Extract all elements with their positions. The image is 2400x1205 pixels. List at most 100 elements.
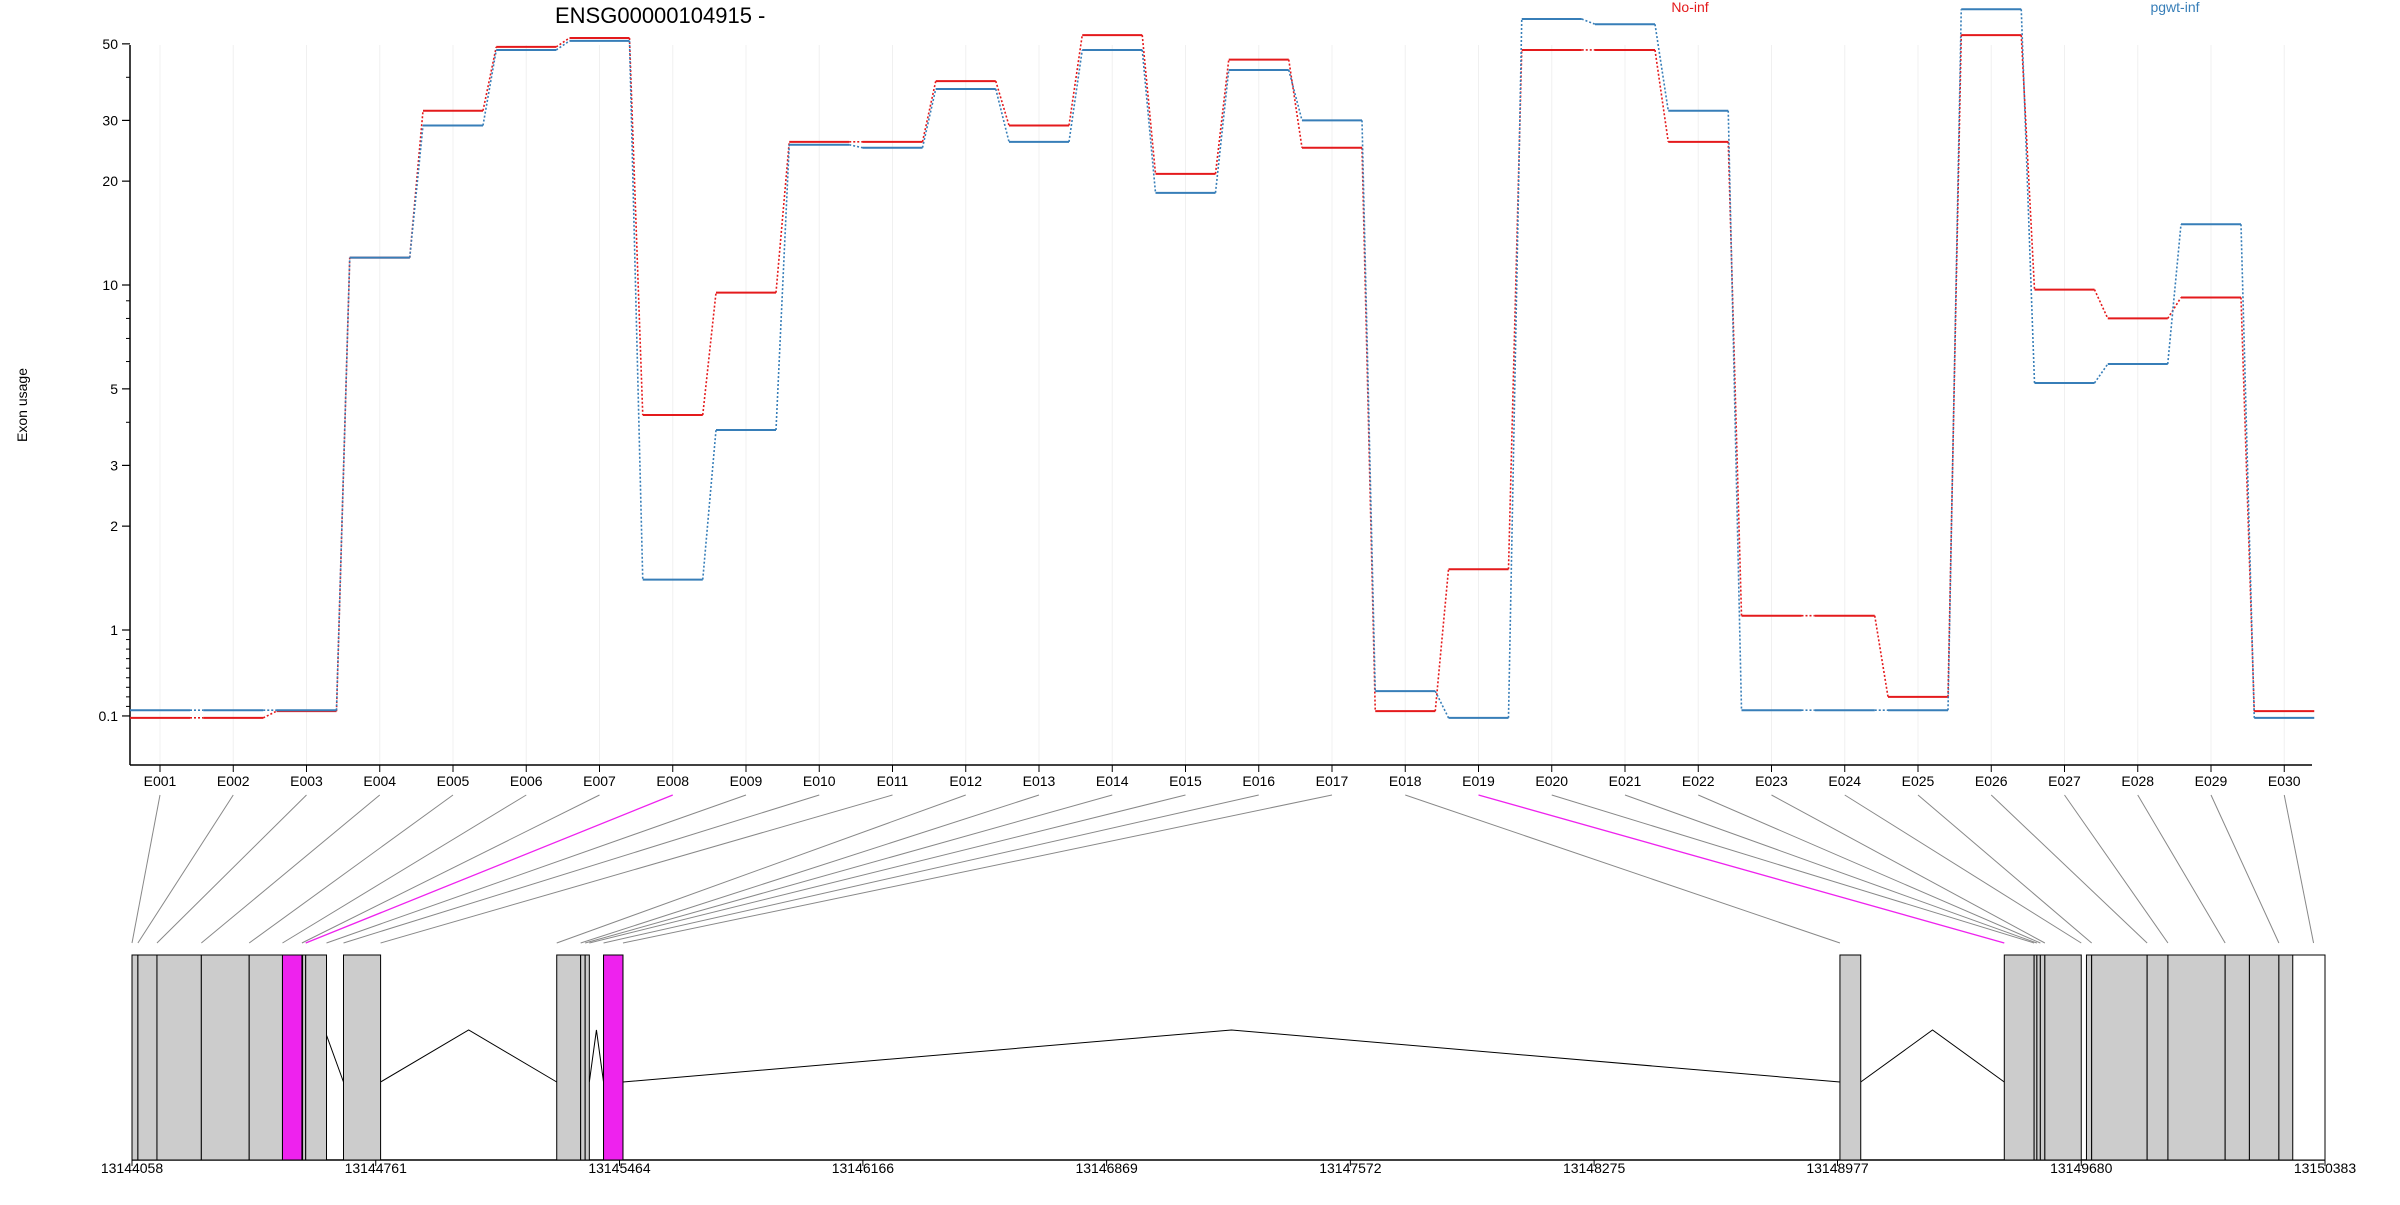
exon-connector xyxy=(131,794,161,944)
chart-title: ENSG00000104915 - xyxy=(555,3,765,28)
series-0-connector xyxy=(2093,289,2109,319)
exon-connector xyxy=(1698,794,2041,944)
gene-model-layer: 13144058 13144761 13145464 13146166 13146869… xyxy=(101,954,2357,1176)
x-tick-label: E016 xyxy=(1242,773,1275,789)
x-tick-label: E013 xyxy=(1023,773,1056,789)
coord-tick-label: 13147572 xyxy=(1319,1160,1382,1176)
legend-label-pgwt-inf: pgwt-inf xyxy=(2150,0,2199,15)
exon-connector xyxy=(282,794,527,944)
series-0-connector xyxy=(628,37,644,416)
series-0-connector xyxy=(1287,59,1303,148)
intron-line xyxy=(380,1029,557,1083)
series-0-connector xyxy=(1654,49,1670,142)
series-1-connector xyxy=(408,125,424,258)
x-tick-label: E022 xyxy=(1682,773,1715,789)
exon-connector xyxy=(1771,794,2046,944)
x-tick-label: E015 xyxy=(1169,773,1202,789)
exon-box xyxy=(2146,954,2169,1161)
x-tick-label: E019 xyxy=(1462,773,1495,789)
series-1-connector xyxy=(701,429,717,580)
exon-box xyxy=(2248,954,2280,1161)
series-0-connector xyxy=(701,292,717,416)
axes-layer: 0.1 1 2 3 5 10 20 30 50 E001 E002 E003 E004 E005 E006 E… xyxy=(99,36,2312,789)
series-1-connector xyxy=(2240,224,2256,718)
series-0-connector xyxy=(1068,35,1084,126)
exon-box xyxy=(556,954,582,1161)
series-0-connector xyxy=(775,141,791,293)
exon-connector xyxy=(603,794,1259,944)
x-tick-label: E007 xyxy=(583,773,616,789)
exon-box xyxy=(200,954,250,1161)
exon-box-highlighted xyxy=(281,954,303,1161)
exon-box xyxy=(2044,954,2082,1161)
coord-tick-label: 13146166 xyxy=(832,1160,895,1176)
series-0-connector xyxy=(1873,615,1889,697)
series-1-connector xyxy=(1507,19,1523,718)
exon-connector xyxy=(2283,794,2315,944)
series-layer xyxy=(130,8,2315,719)
series-1-connector xyxy=(994,88,1010,143)
series-1-connector xyxy=(1727,110,1743,711)
series-0-connector xyxy=(482,46,498,111)
intron-line xyxy=(588,1029,605,1083)
series-1-connector xyxy=(1654,24,1670,111)
intron-line xyxy=(622,1029,1840,1083)
coord-tick-label: 13146869 xyxy=(1075,1160,1138,1176)
exon-connector xyxy=(1478,794,2005,944)
series-0-connector xyxy=(1434,569,1450,712)
exon-box xyxy=(584,954,590,1161)
coord-tick-label: 13148275 xyxy=(1563,1160,1626,1176)
x-tick-label: E023 xyxy=(1755,773,1788,789)
x-tick-label: E029 xyxy=(2195,773,2228,789)
x-tick-label: E010 xyxy=(803,773,836,789)
exon-box xyxy=(2003,954,2035,1161)
coord-tick-label: 13148977 xyxy=(1806,1160,1869,1176)
exon-box xyxy=(2036,954,2041,1161)
series-1-connector xyxy=(1068,49,1084,142)
series-0-connector xyxy=(921,80,937,143)
series-1-connector xyxy=(1434,690,1450,719)
series-1-connector xyxy=(1581,18,1596,25)
x-tick-label: E030 xyxy=(2268,773,2301,789)
series-1-connector xyxy=(775,144,791,431)
y-tick-label: 10 xyxy=(102,277,118,293)
x-tick-label: E014 xyxy=(1096,773,1129,789)
exon-connector xyxy=(589,794,1186,944)
exon-box xyxy=(2085,954,2093,1161)
x-tick-label: E028 xyxy=(2121,773,2154,789)
x-tick-label: E008 xyxy=(656,773,689,789)
exon-connector xyxy=(380,794,893,944)
coord-tick-label: 13144761 xyxy=(345,1160,408,1176)
exon-box xyxy=(2091,954,2148,1161)
exon-connector xyxy=(305,794,673,944)
series-1-connector xyxy=(2093,363,2109,384)
coord-tick-label: 13149680 xyxy=(2050,1160,2113,1176)
exon-connector xyxy=(1844,794,2082,944)
series-1-connector xyxy=(628,40,644,580)
coord-tick-label: 13145464 xyxy=(588,1160,651,1176)
exon-box xyxy=(580,954,586,1161)
exon-connector xyxy=(556,794,966,944)
series-1-connector xyxy=(335,257,351,711)
exon-connector xyxy=(585,794,1113,944)
exon-connector xyxy=(1917,794,2092,944)
series-0-connector xyxy=(555,37,570,48)
series-1-connector xyxy=(482,49,498,126)
coord-tick-label: 13150383 xyxy=(2294,1160,2357,1176)
series-0-connector xyxy=(1507,49,1523,570)
x-tick-label: E025 xyxy=(1902,773,1935,789)
exon-connector xyxy=(248,794,454,944)
exon-connector xyxy=(326,794,747,944)
exon-connector xyxy=(2064,794,2169,944)
x-tick-label: E018 xyxy=(1389,773,1422,789)
exon-connector xyxy=(156,794,307,944)
exon-box xyxy=(2224,954,2250,1161)
series-1-connector xyxy=(1214,69,1230,193)
series-0-connector xyxy=(1214,59,1230,174)
y-tick-label: 2 xyxy=(110,518,118,534)
label-layer: ENSG00000104915 - Exon usage No-inf pgwt… xyxy=(14,0,2200,442)
y-tick-label: 0.1 xyxy=(99,708,119,724)
x-tick-label: E001 xyxy=(144,773,177,789)
exon-connector xyxy=(1990,794,2148,944)
